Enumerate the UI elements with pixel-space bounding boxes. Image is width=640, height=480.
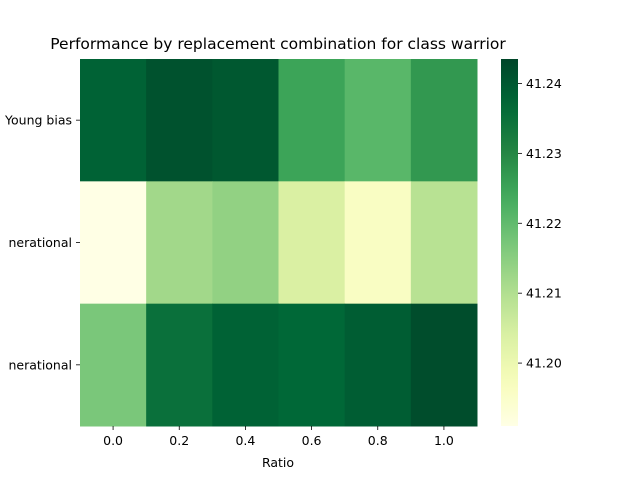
heatmap-cell	[212, 303, 279, 427]
x-axis-label: Ratio	[262, 455, 294, 470]
x-tick-label: 0.0	[103, 433, 123, 448]
heatmap-cell	[278, 181, 346, 305]
colorbar-tick-label: 41.22	[526, 216, 562, 231]
colorbar-tick-label: 41.24	[526, 76, 562, 91]
heatmap-cell	[278, 59, 346, 182]
heatmap-cell	[80, 181, 147, 305]
x-tick-label: 0.4	[235, 433, 255, 448]
heatmap-cell	[410, 303, 478, 427]
heatmap-cell	[410, 59, 478, 182]
colorbar-tick-label: 41.23	[526, 146, 562, 161]
heatmap-cell	[146, 59, 213, 182]
heatmap-cell	[410, 181, 478, 305]
heatmap-cell	[278, 303, 346, 427]
heatmap-cell	[212, 181, 279, 305]
heatmap-cell	[344, 181, 412, 305]
heatmap-cell	[146, 303, 213, 427]
heatmap-cell	[80, 303, 147, 427]
heatmap-cell	[80, 59, 147, 182]
colorbar	[501, 59, 518, 426]
y-tick-label: nerational	[9, 357, 73, 372]
y-tick-label: nerational	[9, 235, 73, 250]
x-tick-label: 0.6	[302, 433, 322, 448]
y-axis-ticks: Young bias nerational nerational	[4, 113, 80, 372]
x-tick-label: 1.0	[434, 433, 454, 448]
colorbar-ticks: 41.20 41.21 41.22 41.23 41.24	[518, 76, 562, 371]
heatmap-cells	[80, 59, 478, 427]
heatmap-cell	[212, 59, 279, 182]
chart-title: Performance by replacement combination f…	[50, 35, 506, 53]
colorbar-tick-label: 41.21	[526, 286, 562, 301]
colorbar-tick-label: 41.20	[526, 356, 562, 371]
x-tick-label: 0.2	[169, 433, 189, 448]
y-tick-label: Young bias	[4, 113, 72, 128]
x-axis-ticks: 0.0 0.2 0.4 0.6 0.8 1.0	[103, 426, 454, 448]
heatmap-cell	[344, 59, 412, 182]
heatmap-cell	[344, 303, 412, 427]
x-tick-label: 0.8	[368, 433, 388, 448]
heatmap-cell	[146, 181, 213, 305]
